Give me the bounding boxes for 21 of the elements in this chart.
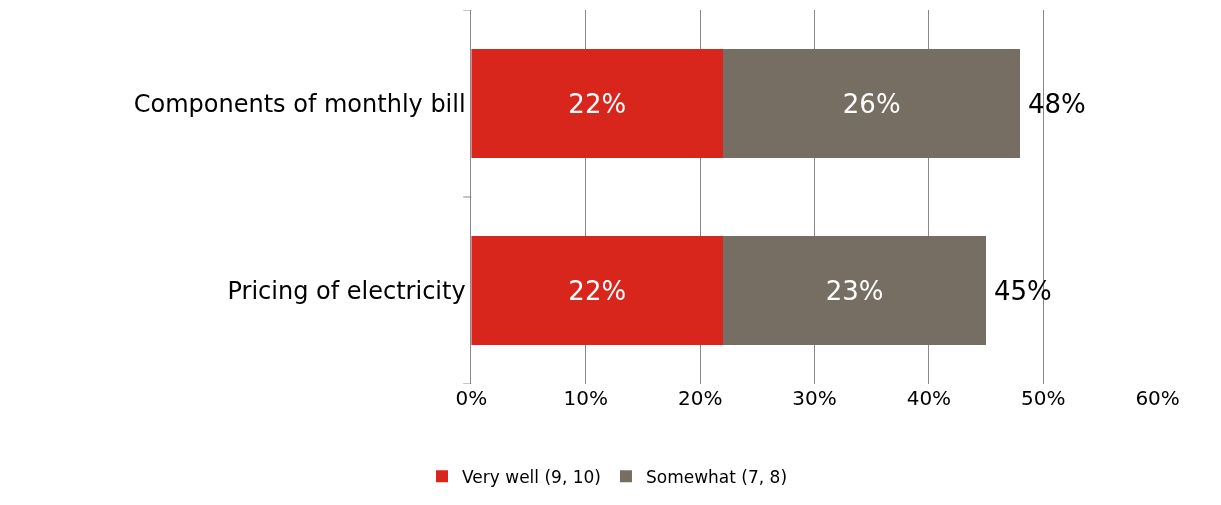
x-tick-label: 30% [792,386,837,410]
data-label: 22% [568,275,627,306]
y-tick-label: Components of monthly bill [133,89,466,118]
total-label: 45% [994,276,1052,306]
legend-label: Somewhat (7, 8) [645,466,788,487]
y-tick-label: Pricing of electricity [227,276,466,305]
bar [471,236,724,345]
data-label: 26% [842,88,901,119]
x-tick-label: 10% [563,386,609,410]
x-tick-label: 40% [906,386,952,410]
legend-label: Very well (9, 10) [462,466,601,487]
total-label: 48% [1028,89,1086,119]
bar [471,49,724,158]
bar [723,49,1021,158]
x-tick-label: 20% [677,386,723,410]
x-tick-label: 60% [1135,386,1180,410]
bar [723,236,987,345]
x-tick-label: 50% [1021,386,1066,410]
x-tick-label: 0% [455,386,488,410]
data-label: 22% [568,88,627,119]
data-label: 23% [825,275,884,306]
